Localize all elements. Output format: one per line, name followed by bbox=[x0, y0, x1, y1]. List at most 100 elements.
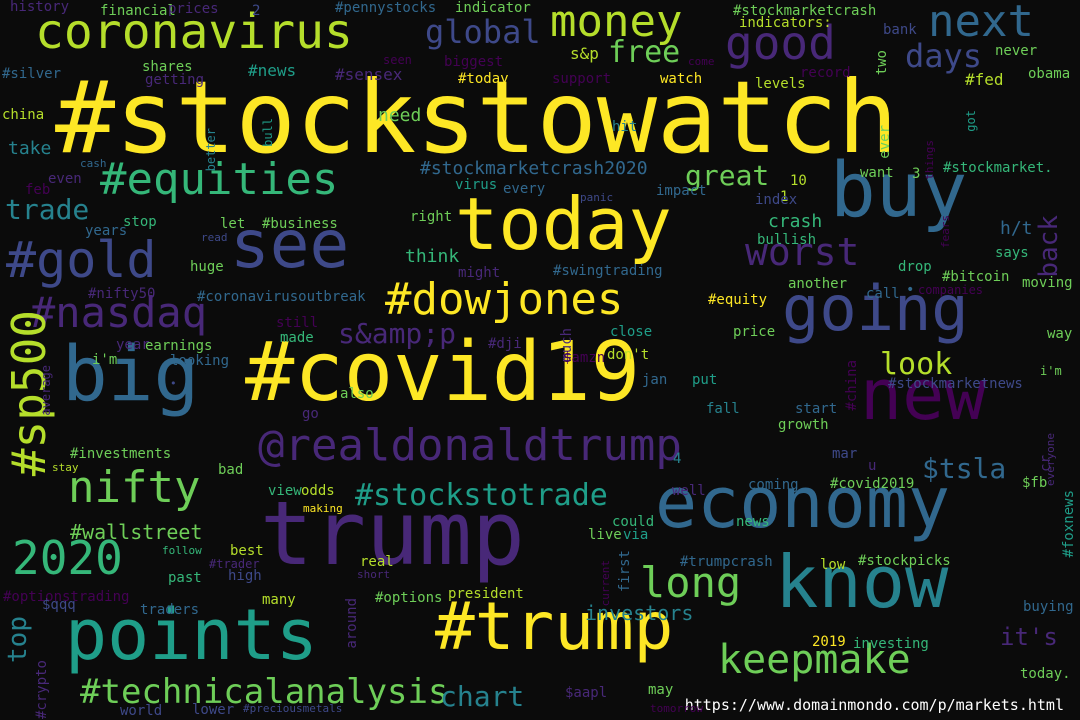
word-trader: #trader bbox=[209, 557, 260, 571]
word-fb: $fb bbox=[1022, 475, 1048, 491]
word-s-p: s&p bbox=[570, 44, 599, 63]
word-president: president bbox=[448, 586, 524, 602]
word-trade: trade bbox=[5, 193, 90, 226]
word-best: best bbox=[230, 543, 264, 559]
word-drop: drop bbox=[898, 259, 932, 275]
word-well: well bbox=[672, 483, 706, 499]
word-way: way bbox=[1047, 326, 1073, 342]
word-obama: obama bbox=[1028, 66, 1071, 82]
word-chart: chart bbox=[440, 680, 525, 713]
word-dowjones: #dowjones bbox=[385, 274, 624, 325]
word-many: many bbox=[262, 592, 296, 608]
word-crypto: #crypto bbox=[34, 660, 50, 720]
word-business: #business bbox=[262, 216, 338, 232]
word-seen: seen bbox=[383, 53, 412, 67]
word-got: got bbox=[964, 110, 978, 132]
word-made: made bbox=[280, 330, 314, 346]
word-today: today. bbox=[1020, 666, 1071, 682]
word-wallstreet: #wallstreet bbox=[70, 520, 203, 544]
word-1: 1 bbox=[780, 189, 789, 205]
word-coronavirusoutbreak: #coronavirusoutbreak bbox=[197, 289, 366, 305]
word-support: support bbox=[552, 71, 612, 87]
word-lower: lower bbox=[192, 702, 235, 718]
word-average: average bbox=[39, 365, 53, 416]
word-amzn: $amzn bbox=[563, 350, 606, 366]
word-swingtrading: #swingtrading bbox=[553, 263, 663, 279]
word-call: call bbox=[866, 286, 900, 302]
word-great: great bbox=[685, 159, 770, 192]
word-gold: #gold bbox=[6, 231, 157, 289]
word-trump: #trump bbox=[435, 588, 674, 665]
word-10: 10 bbox=[790, 173, 807, 189]
word-levels: levels bbox=[755, 76, 806, 92]
word-view: view bbox=[268, 483, 302, 499]
word-still: still bbox=[276, 315, 319, 331]
word-2020: 2020 bbox=[12, 531, 123, 585]
word-symbol: • bbox=[170, 377, 177, 390]
word-looking: looking bbox=[170, 353, 230, 369]
word-jan: jan bbox=[642, 372, 668, 388]
word-short: short bbox=[357, 568, 391, 581]
word-2019: 2019 bbox=[812, 634, 846, 650]
word-i-m: i'm bbox=[1040, 364, 1062, 378]
word-long: long bbox=[640, 558, 742, 607]
word-two: two bbox=[874, 50, 890, 76]
word-stockmarket: #stockmarket. bbox=[943, 160, 1053, 176]
word-may: may bbox=[648, 682, 674, 698]
word-indicators: indicators: bbox=[739, 15, 832, 31]
word-earnings: earnings bbox=[145, 338, 213, 354]
word-symbol: • bbox=[906, 282, 915, 298]
word-stockstotrade: #stockstotrade bbox=[355, 478, 608, 513]
word-start: start bbox=[795, 401, 838, 417]
word-u: u bbox=[868, 458, 877, 474]
word-never: never bbox=[995, 43, 1038, 59]
word-let: let bbox=[220, 216, 246, 232]
word-silver: #silver bbox=[2, 66, 62, 82]
word-live: live bbox=[588, 527, 622, 543]
word-stockmarketnews: #stockmarketnews bbox=[888, 376, 1023, 392]
word-biggest: biggest bbox=[444, 54, 504, 70]
word-companies: companies bbox=[918, 283, 984, 297]
word-sensex: #sensex bbox=[335, 65, 403, 84]
word-bitcoin: #bitcoin bbox=[942, 269, 1010, 285]
word-moving: moving bbox=[1022, 275, 1073, 291]
word-worst: worst bbox=[745, 230, 860, 274]
word-need: need bbox=[378, 105, 422, 126]
word-stay: stay bbox=[52, 461, 79, 474]
word-financial: financial bbox=[100, 3, 176, 19]
word-getting: getting bbox=[145, 72, 205, 88]
word-year: year bbox=[116, 337, 150, 353]
word-past: past bbox=[168, 570, 202, 586]
word-cash: cash bbox=[80, 157, 107, 170]
word-better: better bbox=[204, 128, 218, 172]
word-h-t: h/t bbox=[1000, 218, 1033, 239]
word-history: history bbox=[10, 0, 70, 15]
word-points: points bbox=[65, 594, 318, 676]
word-things: things bbox=[923, 140, 936, 180]
word-stockstowatch: #stockstowatch bbox=[55, 59, 898, 176]
word-see: see bbox=[230, 206, 350, 283]
word-coronavirus: coronavirus bbox=[35, 4, 353, 60]
word-keepmake: keepmake bbox=[718, 637, 911, 683]
word-might: might bbox=[458, 265, 501, 281]
word-bad: bad bbox=[218, 462, 244, 478]
word-it-s: it's bbox=[1000, 623, 1058, 651]
word-2: 2 bbox=[252, 3, 261, 19]
word-traders: traders bbox=[140, 602, 200, 618]
word-also: also bbox=[340, 386, 374, 402]
word-coming: coming bbox=[748, 477, 799, 493]
word-another: another bbox=[788, 276, 848, 292]
word-come: come bbox=[688, 55, 715, 68]
word-take: take bbox=[8, 138, 52, 159]
word-index: index bbox=[755, 192, 798, 208]
source-url: https://www.domainmondo.com/p/markets.ht… bbox=[684, 696, 1064, 714]
word-equity: #equity bbox=[708, 292, 768, 308]
word-around: around bbox=[344, 598, 360, 649]
word-next: next bbox=[928, 0, 1034, 47]
word-know: know bbox=[775, 540, 949, 624]
word-hit: hit bbox=[612, 119, 638, 135]
word-watch: watch bbox=[660, 71, 703, 87]
word-foxnews: #foxnews bbox=[1061, 490, 1077, 558]
word-going: going bbox=[782, 272, 969, 345]
word-investments: #investments bbox=[70, 446, 172, 462]
